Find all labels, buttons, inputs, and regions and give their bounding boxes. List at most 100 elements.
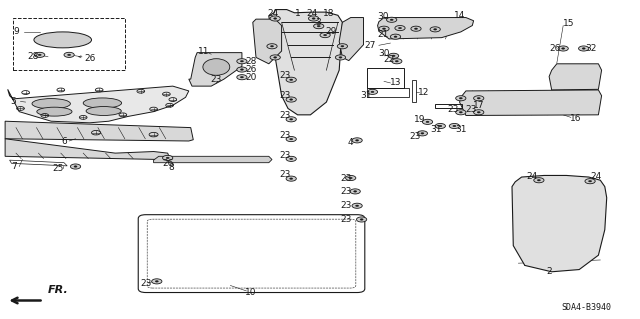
Circle shape: [421, 133, 424, 134]
Text: 23: 23: [279, 151, 291, 160]
Circle shape: [290, 119, 292, 120]
Text: 25: 25: [52, 164, 63, 173]
Text: 16: 16: [570, 114, 582, 123]
Circle shape: [558, 46, 568, 51]
Circle shape: [415, 28, 417, 29]
Text: 30: 30: [378, 49, 390, 58]
Text: 13: 13: [390, 78, 401, 87]
Text: 17: 17: [473, 101, 484, 110]
Text: 1: 1: [295, 9, 300, 18]
Circle shape: [74, 166, 77, 167]
Circle shape: [435, 123, 445, 129]
Circle shape: [312, 18, 315, 19]
Circle shape: [324, 34, 326, 36]
Circle shape: [356, 205, 358, 206]
Text: 23: 23: [140, 279, 152, 288]
Text: 31: 31: [455, 125, 467, 134]
Text: SDA4-B3940: SDA4-B3940: [561, 303, 611, 312]
Ellipse shape: [34, 32, 92, 48]
Polygon shape: [253, 19, 282, 64]
Polygon shape: [5, 121, 193, 141]
Text: 27: 27: [364, 41, 376, 50]
Circle shape: [349, 177, 352, 179]
Circle shape: [456, 110, 466, 115]
Circle shape: [341, 46, 344, 47]
Text: 12: 12: [418, 88, 429, 97]
Bar: [367, 88, 409, 97]
Text: 10: 10: [245, 288, 257, 297]
Text: 23: 23: [279, 170, 291, 179]
Circle shape: [399, 27, 401, 29]
Circle shape: [582, 48, 585, 49]
Circle shape: [271, 46, 273, 47]
Circle shape: [474, 110, 484, 115]
Circle shape: [152, 279, 162, 284]
Circle shape: [286, 117, 296, 122]
Polygon shape: [5, 139, 170, 160]
Text: 20: 20: [245, 73, 257, 82]
Polygon shape: [269, 10, 342, 115]
Circle shape: [367, 89, 378, 94]
Circle shape: [241, 61, 243, 62]
Ellipse shape: [203, 59, 230, 75]
Ellipse shape: [32, 99, 70, 109]
Circle shape: [317, 26, 320, 27]
Circle shape: [314, 24, 324, 29]
Circle shape: [354, 191, 356, 192]
Text: 18: 18: [323, 9, 335, 18]
Circle shape: [562, 48, 564, 49]
Circle shape: [270, 55, 280, 60]
Text: 3: 3: [316, 19, 321, 27]
Text: 23: 23: [409, 132, 420, 141]
Ellipse shape: [86, 107, 122, 115]
Circle shape: [477, 98, 480, 99]
Circle shape: [166, 157, 169, 159]
Circle shape: [422, 119, 433, 124]
Circle shape: [70, 164, 81, 169]
Circle shape: [274, 57, 276, 58]
Bar: [367, 68, 404, 88]
Circle shape: [290, 138, 292, 140]
Text: 19: 19: [414, 115, 426, 124]
Circle shape: [350, 189, 360, 194]
Text: 23: 23: [340, 215, 351, 224]
Polygon shape: [154, 156, 272, 163]
Text: 4: 4: [348, 138, 353, 147]
Text: 24: 24: [268, 9, 279, 18]
Text: 24: 24: [307, 9, 318, 18]
Circle shape: [335, 55, 346, 60]
Ellipse shape: [83, 98, 122, 108]
Circle shape: [388, 53, 399, 58]
Text: 31: 31: [360, 91, 372, 100]
Circle shape: [474, 96, 484, 101]
Polygon shape: [378, 18, 474, 39]
Circle shape: [395, 26, 405, 31]
Circle shape: [241, 69, 243, 70]
Circle shape: [286, 137, 296, 142]
Circle shape: [392, 59, 402, 64]
Circle shape: [339, 57, 342, 58]
Text: 26: 26: [550, 44, 561, 53]
Text: 2: 2: [547, 267, 552, 276]
Text: FR.: FR.: [48, 285, 68, 295]
Circle shape: [290, 99, 292, 100]
Circle shape: [352, 203, 362, 208]
Circle shape: [356, 140, 358, 141]
Circle shape: [346, 175, 356, 181]
Circle shape: [453, 125, 456, 127]
Circle shape: [430, 27, 440, 32]
Circle shape: [460, 98, 462, 99]
Text: 28: 28: [28, 52, 39, 61]
Circle shape: [460, 112, 462, 113]
Text: 23: 23: [447, 105, 459, 114]
Circle shape: [237, 75, 247, 80]
Text: 8: 8: [169, 163, 174, 172]
Circle shape: [64, 52, 74, 57]
Circle shape: [449, 123, 460, 129]
Circle shape: [290, 158, 292, 160]
Text: 31: 31: [431, 125, 442, 134]
Polygon shape: [549, 64, 602, 90]
Text: 23: 23: [211, 75, 222, 84]
Text: 23: 23: [340, 174, 351, 182]
Text: 5: 5: [10, 97, 15, 106]
